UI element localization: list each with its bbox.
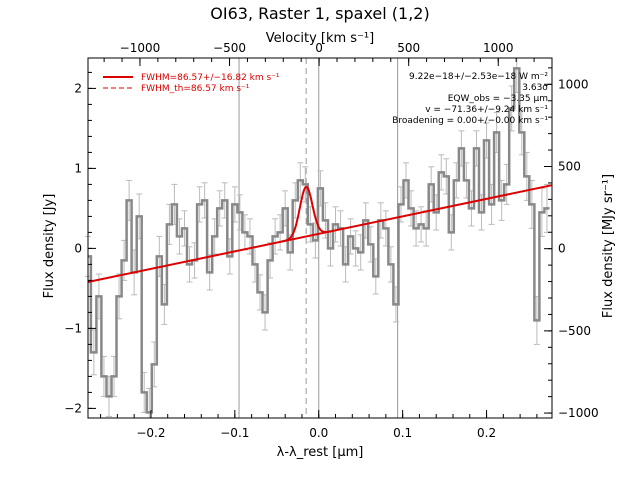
legend: FWHM=86.57+/−16.82 km s⁻¹ FWHM_th=86.57 … — [103, 73, 280, 94]
fit-series — [87, 184, 553, 283]
x2-tick-label: −500 — [213, 41, 246, 55]
plot-frame — [87, 57, 553, 419]
y2-tick-label: 1000 — [558, 77, 589, 91]
left-axis-title: Flux density [Jy] — [42, 194, 57, 299]
y-tick-label: −1 — [64, 321, 82, 335]
y2-tick-label: 500 — [558, 159, 581, 173]
right-axis-title: Flux density [MJy sr⁻¹] — [601, 174, 616, 318]
axes-ticks: −0.2 −0.1 0.0 0.1 0.2 −1000 −500 0 500 1000 −2 −1 0 1… — [64, 41, 598, 440]
spectrum-line — [88, 67, 550, 414]
annotation-line-flux: 9.22e−18+/−2.53e−18 W m⁻² — [409, 72, 548, 82]
y-tick-label: 1 — [74, 161, 82, 175]
spectrum-series — [88, 67, 550, 414]
y2-tick-label: 0 — [558, 242, 566, 256]
annotation-broadening: Broadening = 0.00+/−0.00 km s⁻¹ — [392, 116, 548, 126]
y-tick-label: 0 — [74, 241, 82, 255]
legend-label-fwhm: FWHM=86.57+/−16.82 km s⁻¹ — [141, 73, 280, 83]
y2-tick-label: −500 — [558, 324, 591, 338]
chart-title: OI63, Raster 1, spaxel (1,2) — [210, 4, 429, 23]
top-axis-title: Velocity [km s⁻¹] — [266, 31, 374, 46]
x-tick-label: −0.2 — [136, 426, 165, 440]
x2-tick-label: 500 — [397, 41, 420, 55]
fit-annotations: 9.22e−18+/−2.53e−18 W m⁻² 3.63σ EQW_obs … — [392, 72, 548, 126]
y2-tick-label: −1000 — [558, 406, 599, 420]
y-tick-label: −2 — [64, 401, 82, 415]
x2-tick-label: 1000 — [483, 41, 514, 55]
legend-label-fwhm-th: FWHM_th=86.57 km s⁻¹ — [141, 84, 250, 94]
y-tick-label: 2 — [74, 81, 82, 95]
x-tick-label: 0.0 — [309, 426, 328, 440]
continuum-fit-line — [87, 184, 553, 283]
annotation-velocity: v = −71.36+/−9.24 km s⁻¹ — [425, 105, 548, 115]
x2-tick-label: −1000 — [120, 41, 161, 55]
x-tick-label: −0.1 — [220, 426, 249, 440]
x-tick-label: 0.1 — [393, 426, 412, 440]
annotation-significance: 3.63σ — [522, 83, 548, 93]
bottom-axis-title: λ-λ_rest [μm] — [277, 445, 364, 460]
x2-tick-label: 0 — [315, 41, 323, 55]
gaussian-fit-line — [280, 185, 332, 243]
x-tick-label: 0.2 — [477, 426, 496, 440]
annotation-eqw: EQW_obs = −3.35 μm — [448, 94, 548, 104]
